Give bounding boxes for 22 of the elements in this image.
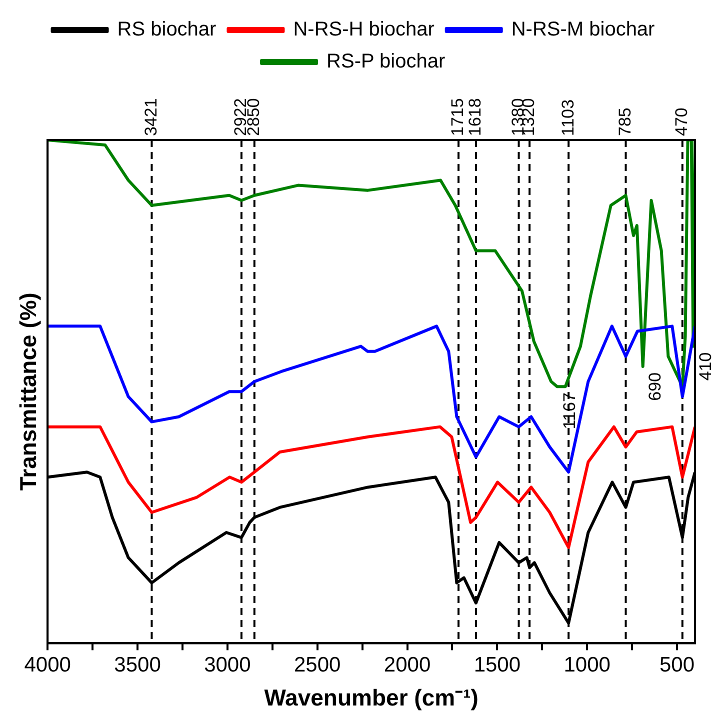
y-axis-title: Transmittance (%) — [15, 292, 42, 491]
x-tick-label: 3000 — [204, 654, 251, 677]
x-tick-label: 4000 — [24, 654, 71, 677]
ref-line-label: 1103 — [558, 99, 578, 136]
legend-label: RS-P biochar — [326, 50, 446, 73]
legend-label: RS biochar — [117, 18, 217, 41]
x-tick-label: 1000 — [564, 654, 610, 677]
x-tick-label: 2000 — [384, 654, 431, 677]
legend-label: N-RS-H biochar — [293, 18, 435, 41]
ref-line-label: 470 — [672, 108, 692, 136]
ref-line-label: 1715 — [448, 98, 468, 136]
x-tick-label: 1500 — [474, 654, 521, 677]
x-axis-title: Wavenumber (cm⁻¹) — [264, 684, 478, 711]
legend-label: N-RS-M biochar — [511, 18, 656, 41]
x-tick-label: 2500 — [294, 654, 341, 677]
annotation: 690 — [646, 372, 665, 401]
ref-line-label: 785 — [615, 108, 634, 136]
ref-line-label: 3421 — [141, 98, 160, 136]
x-tick-label: 500 — [659, 654, 695, 677]
annotation: 410 — [696, 352, 715, 381]
ref-line-label: 1618 — [466, 98, 485, 136]
x-tick-label: 3500 — [114, 654, 161, 677]
